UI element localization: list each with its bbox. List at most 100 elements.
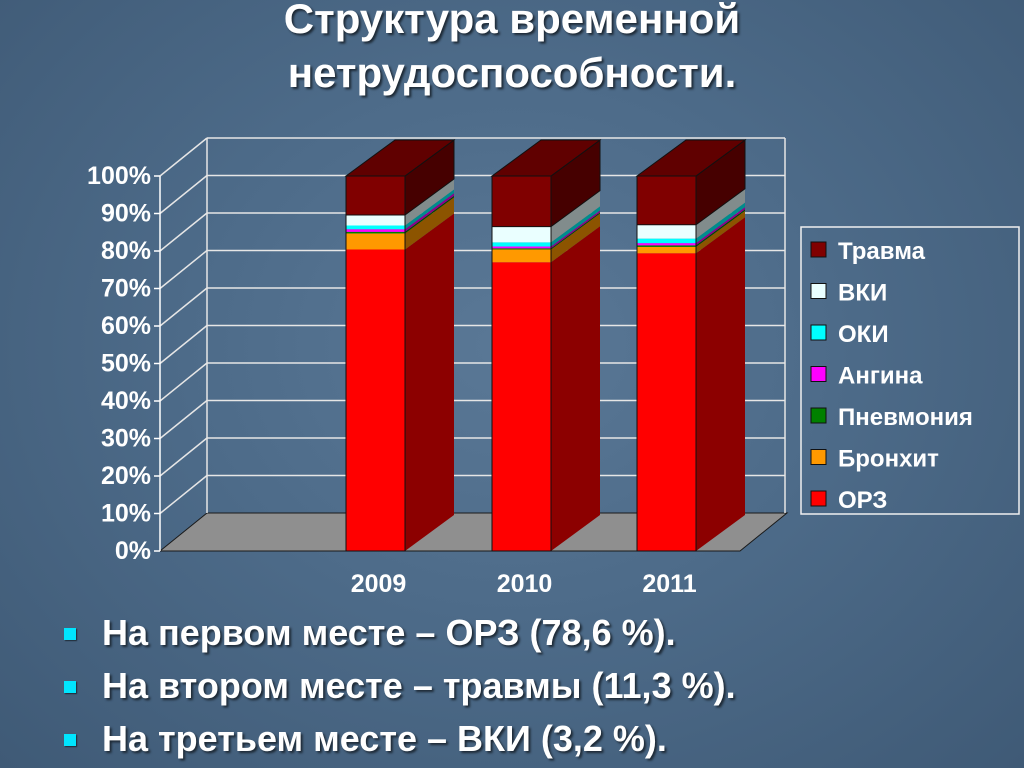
slide-title: Структура временной нетрудоспособности. [0,0,1024,100]
plot-area: 0% 10% 20% 30% 40% 50% 60% 70% 80% 90% 100% 2009 201… [87,137,789,598]
bar-segment-side [696,210,745,254]
bar-segment [492,246,551,249]
bar-segment-side [405,179,454,226]
gridline-side [159,174,208,215]
y-tick-label: 60% [101,312,151,340]
bar-segment-side [551,210,600,249]
stacked-bar-chart: 0% 10% 20% 30% 40% 50% 60% 70% 80% 90% 100% 2009 201… [87,137,1020,598]
bar-segment-side [551,212,600,250]
bar-segment [346,225,405,230]
y-tick-label: 0% [115,537,151,565]
gridline-side [159,324,208,365]
slide-title-line-2: нетрудоспособности. [287,49,737,96]
bar-segment [637,253,696,551]
y-tick-label: 100% [87,162,151,190]
bar-segment-side [405,193,454,232]
legend-swatch [810,366,827,382]
bar-segment [492,226,551,243]
legend-label: Травма [838,238,926,265]
bar-outline [636,175,697,552]
slide-title-line-1: Структура временной [283,0,741,42]
bullet-text: На третьем месте – ВКИ (3,2 %). [102,718,667,759]
bar-segment [346,231,405,234]
gridline-side [159,212,208,252]
gridline-side [159,137,208,177]
bar-segment [637,243,696,246]
y-tick-label: 50% [101,350,151,378]
gridline-side [159,287,208,327]
bullet-text: На втором месте – травмы (11,3 %). [102,665,736,706]
legend-label: ОКИ [838,321,889,348]
x-tick-label: 2010 [497,570,553,598]
bar-segment-side [551,213,600,263]
y-tick-label: 80% [101,237,151,265]
bar-segment [637,238,696,244]
bar-segment [491,175,552,228]
x-tick-label: 2009 [351,570,407,598]
legend-label: ВКИ [838,280,887,307]
bar-segment [636,175,697,226]
legend-label: ОРЗ [838,487,887,514]
bar-segment-side [551,206,600,247]
bar-outline [345,175,406,552]
y-tick-label: 20% [101,462,151,490]
gridline-side [159,437,208,477]
bar-segment-side [696,207,745,246]
legend-swatch [810,241,827,258]
bar-2011 [635,139,747,552]
y-tick-label: 70% [101,275,151,303]
bar-segment-side [551,226,600,551]
legend-swatch [810,324,827,341]
gridline-side [159,474,208,515]
bullet-item-2: На втором месте – травмы (11,3 %). [58,659,998,712]
chart-legend: Травма ВКИ ОКИ Ангина Пневмония Бронхит ОРЗ [800,226,1020,515]
bullet-item-3: На третьем месте – ВКИ (3,2 %). [58,712,998,765]
bar-segment [346,229,405,232]
bullet-square-icon [64,628,76,640]
gridline-side [159,362,208,402]
bullet-square-icon [64,681,76,693]
bar-segment-side [696,202,745,244]
x-tick-label: 2011 [642,570,696,598]
bar-segment-side [551,190,600,243]
y-tick-label: 10% [101,500,151,528]
bar-segment [492,262,551,551]
legend-box [800,226,1020,515]
bar-segment [346,215,405,226]
legend-swatch [810,490,827,507]
bar-2009 [344,139,456,552]
bar-segment [492,248,551,250]
gridline-side [159,399,208,440]
bar-segment [637,224,696,239]
bar-segment-side [696,209,745,247]
bullet-list: На первом месте – ОРЗ (78,6 %). На второ… [58,606,998,765]
bullet-text: На первом месте – ОРЗ (78,6 %). [102,612,676,653]
bar-segment [346,233,405,250]
legend-swatch [810,449,827,465]
bar-segment [346,249,405,551]
gridline-side [159,249,208,290]
bar-segment-side [405,189,454,230]
bar-segment [492,242,551,247]
bar-segment [637,245,696,247]
bar-segment-side [405,197,454,250]
bullet-item-1: На первом месте – ОРЗ (78,6 %). [58,606,998,659]
bar-segment-side [696,217,745,551]
bar-2010 [490,139,602,552]
legend-swatch [810,283,827,299]
y-tick-label: 90% [101,200,151,228]
bar-segment [637,246,696,254]
bar-segment-side [696,188,745,239]
legend-swatch [810,407,827,424]
bar-segment-side [405,213,454,551]
bar-outline [491,175,552,552]
legend-label: Ангина [838,363,923,390]
bullet-square-icon [64,734,76,746]
bar-segment-side [405,195,454,234]
legend-label: Бронхит [838,446,939,473]
bar-segment [345,175,406,216]
legend-label: Пневмония [838,404,973,431]
y-tick-label: 40% [101,387,151,415]
bar-segment [492,249,551,263]
y-tick-label: 30% [101,425,151,453]
